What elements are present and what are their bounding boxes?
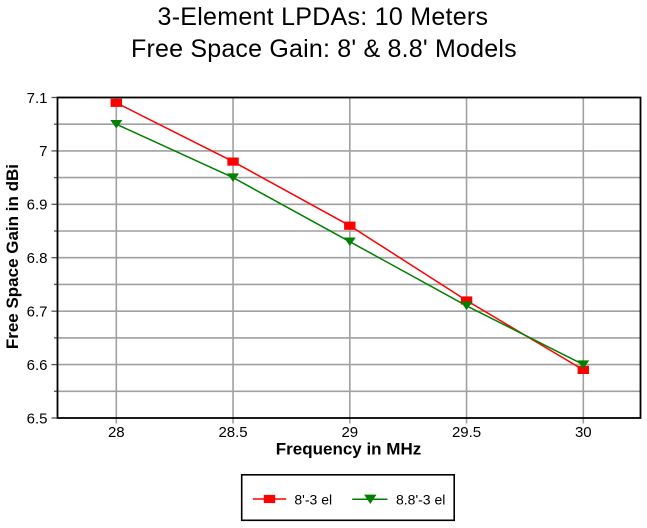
svg-text:Free Space Gain in dBi: Free Space Gain in dBi	[3, 164, 22, 349]
svg-text:3-Element LPDAs: 10 Meters: 3-Element LPDAs: 10 Meters	[158, 3, 489, 31]
svg-text:8'-3 el: 8'-3 el	[294, 492, 332, 508]
svg-text:6.6: 6.6	[27, 357, 48, 374]
svg-text:Frequency in MHz: Frequency in MHz	[276, 440, 421, 459]
svg-text:7: 7	[39, 143, 47, 160]
svg-text:Free Space Gain: 8' & 8.8' Mod: Free Space Gain: 8' & 8.8' Models	[131, 35, 517, 63]
svg-text:29: 29	[341, 424, 358, 441]
svg-text:30: 30	[575, 424, 592, 441]
svg-text:6.5: 6.5	[27, 410, 48, 427]
svg-text:6.7: 6.7	[27, 304, 48, 321]
svg-text:7.1: 7.1	[27, 90, 48, 107]
svg-text:28: 28	[108, 424, 125, 441]
svg-text:29.5: 29.5	[452, 424, 481, 441]
svg-text:28.5: 28.5	[218, 424, 247, 441]
svg-text:6.8: 6.8	[27, 250, 48, 267]
svg-text:6.9: 6.9	[27, 197, 48, 214]
svg-text:8.8'-3 el: 8.8'-3 el	[396, 492, 445, 508]
